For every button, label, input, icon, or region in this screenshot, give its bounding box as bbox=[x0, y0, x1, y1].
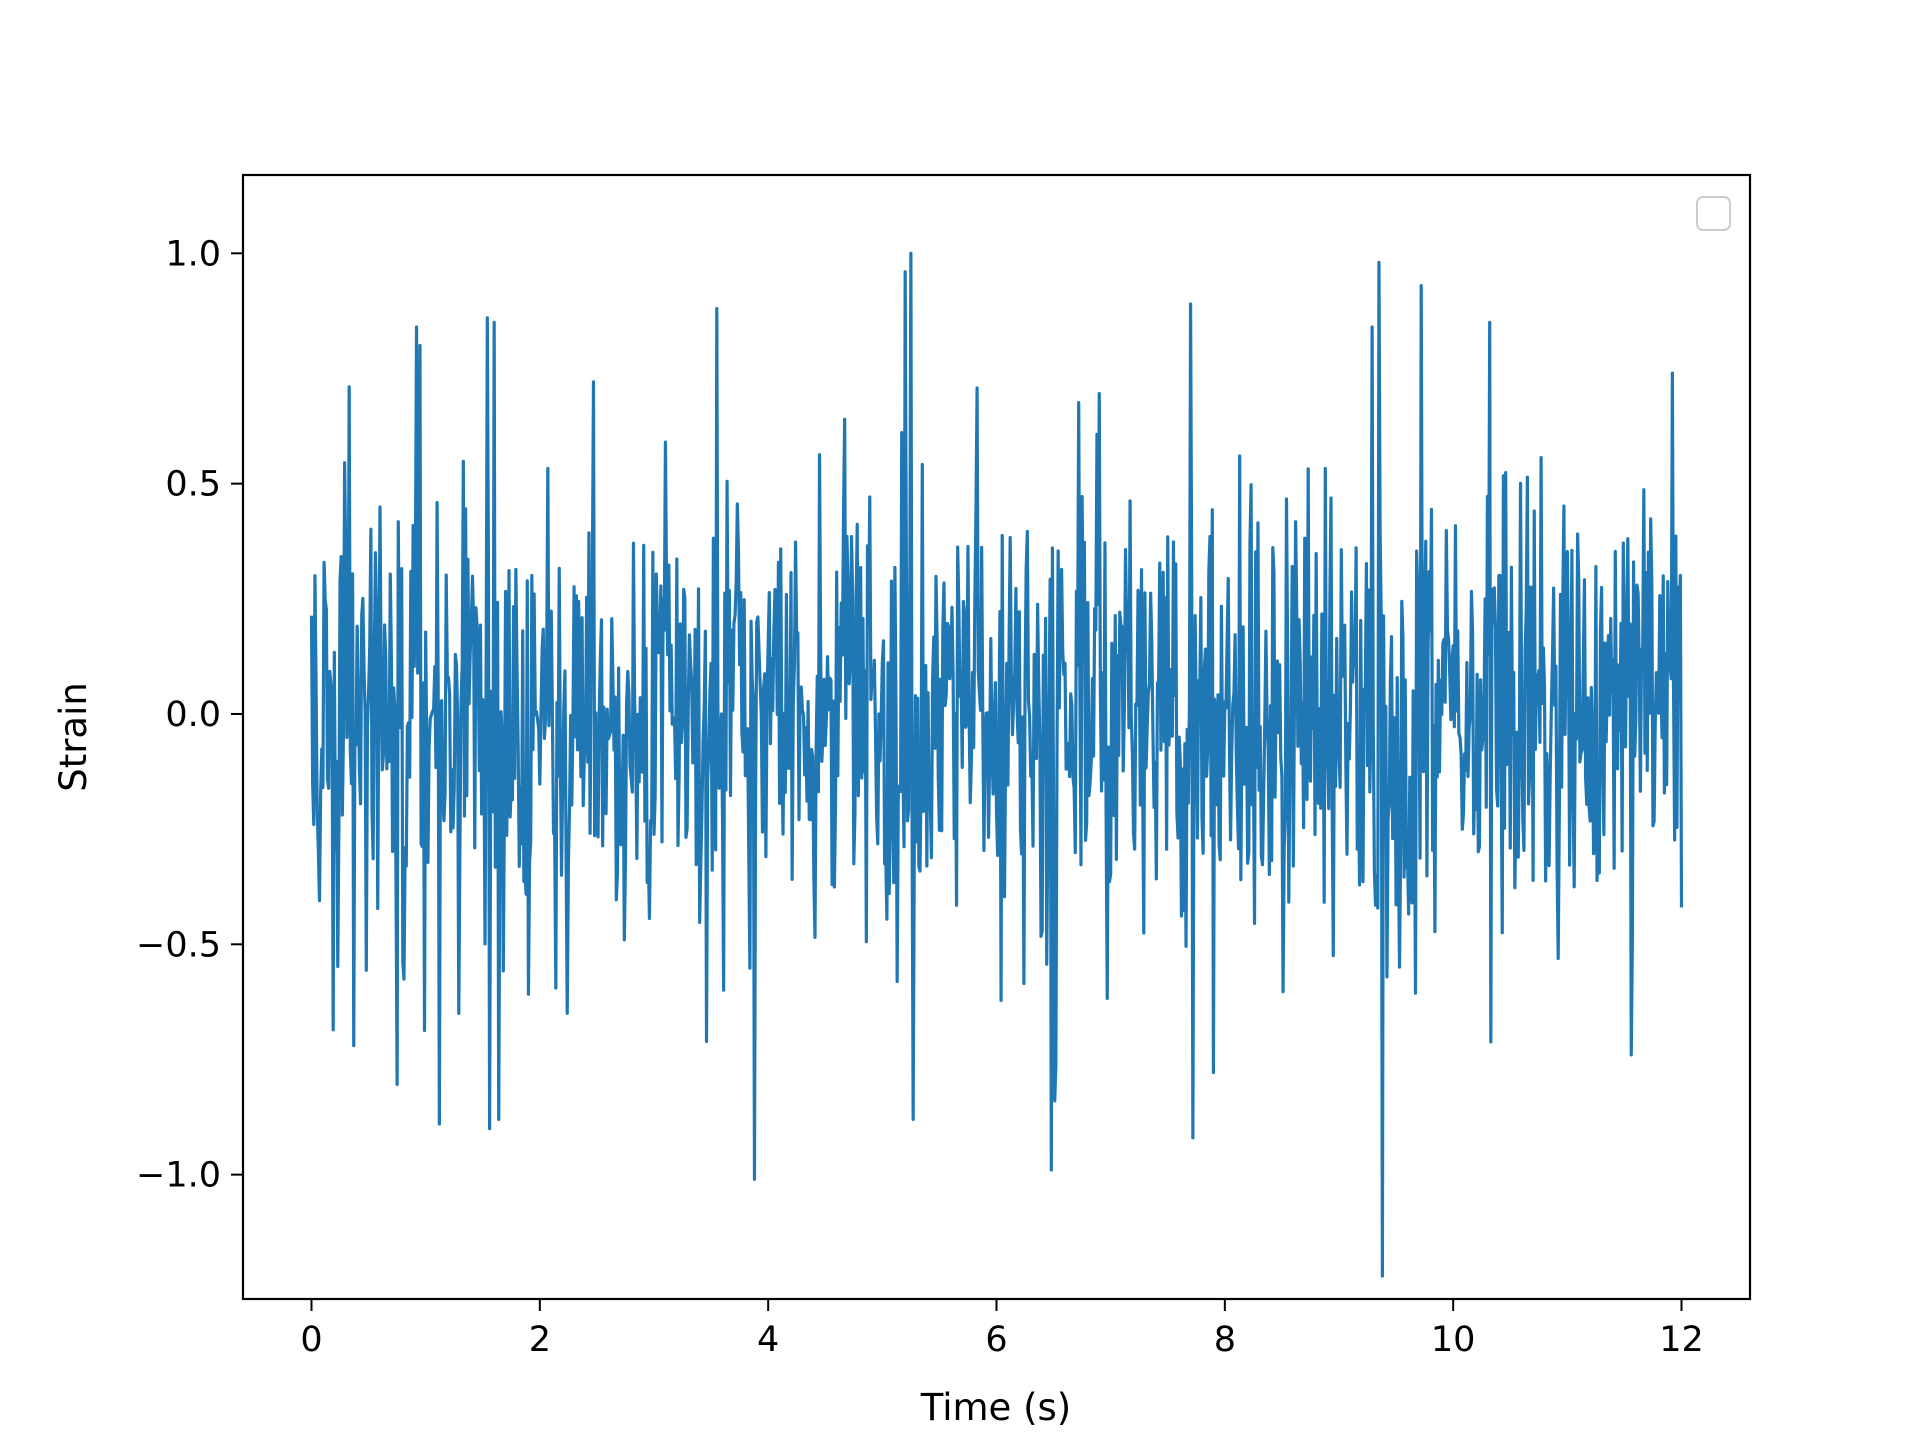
y-tick-label: 0.0 bbox=[165, 695, 221, 735]
series-group bbox=[309, 251, 1684, 1278]
series-line bbox=[309, 251, 1684, 1278]
x-tick-label: 6 bbox=[985, 1320, 1007, 1360]
x-axis-label: Time (s) bbox=[920, 1386, 1071, 1429]
y-axis-ticks: −1.0 −0.5 0.0 0.5 1.0 bbox=[136, 234, 243, 1196]
y-tick-label: 1.0 bbox=[165, 234, 221, 274]
x-tick-label: 12 bbox=[1659, 1320, 1704, 1360]
y-tick-label: −1.0 bbox=[136, 1156, 221, 1196]
x-tick-label: 4 bbox=[757, 1320, 779, 1360]
legend-box bbox=[1696, 196, 1731, 231]
y-tick-label: 0.5 bbox=[165, 465, 221, 505]
x-tick-label: 2 bbox=[529, 1320, 551, 1360]
y-tick-label: −0.5 bbox=[136, 925, 221, 965]
x-tick-label: 0 bbox=[300, 1320, 322, 1360]
x-axis-ticks: 0 2 4 6 8 10 12 bbox=[300, 1299, 1704, 1360]
y-axis-label: Strain bbox=[52, 682, 95, 792]
x-tick-label: 8 bbox=[1214, 1320, 1236, 1360]
x-tick-label: 10 bbox=[1431, 1320, 1476, 1360]
